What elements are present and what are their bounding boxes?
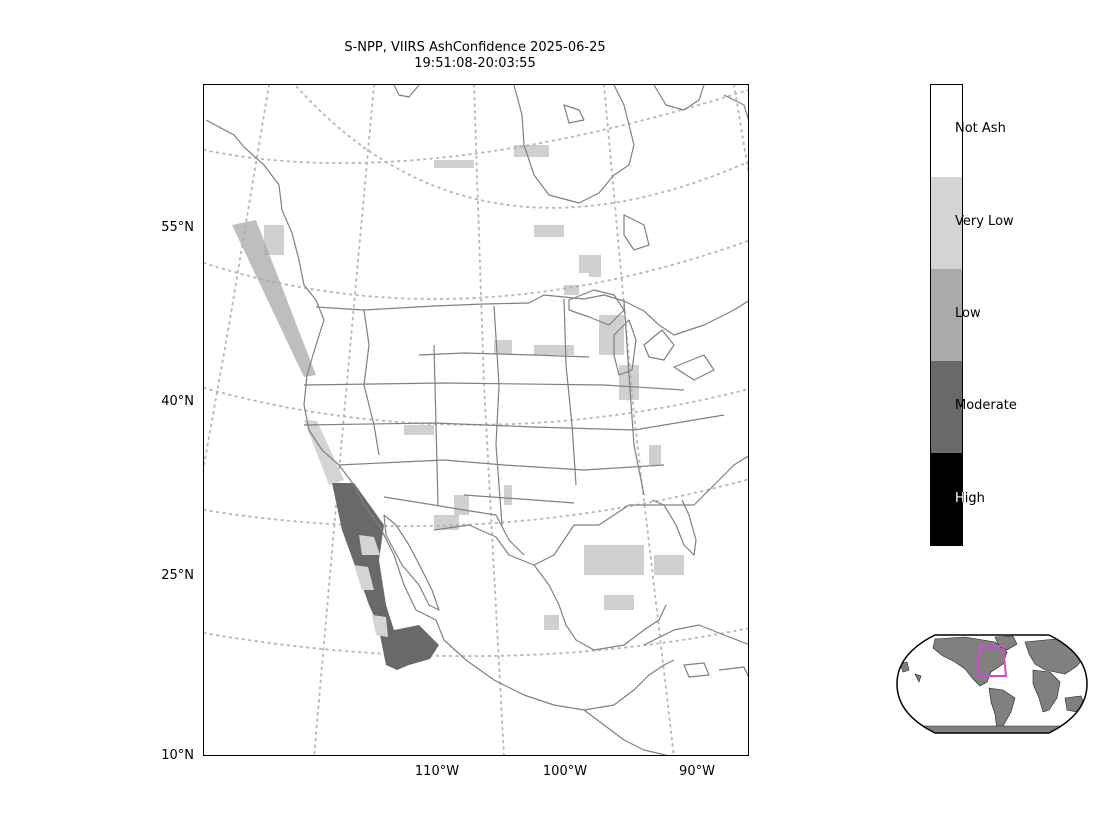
lat-label-55: 55°N (161, 220, 194, 235)
world-locator-inset (896, 634, 1088, 734)
map-title: S-NPP, VIIRS AshConfidence 2025-06-25 (344, 40, 606, 55)
ash-speckle (264, 145, 684, 630)
ash-swath (232, 220, 439, 670)
colorbar-label-not-ash: Not Ash (955, 121, 1006, 136)
lon-label-90w: 90°W (679, 764, 715, 779)
lat-label-10: 10°N (161, 748, 194, 763)
lon-label-110w: 110°W (414, 764, 460, 779)
map-panel[interactable] (203, 84, 749, 756)
colorbar-segment-not-ash (931, 85, 962, 177)
colorbar-segment-low (931, 269, 962, 361)
lat-label-25: 25°N (161, 568, 194, 583)
inset-globe-outline (896, 634, 1088, 734)
boundaries (205, 85, 748, 755)
map-canvas (204, 85, 748, 755)
colorbar-segment-high (931, 453, 962, 545)
inset-region-box (976, 645, 1008, 677)
ash-confidence-colorbar (930, 84, 963, 546)
colorbar-segment-moderate (931, 361, 962, 453)
colorbar-label-moderate: Moderate (955, 398, 1017, 413)
colorbar-label-very-low: Very Low (955, 214, 1014, 229)
colorbar-label-high: High (955, 491, 985, 506)
colorbar-segment-very-low (931, 177, 962, 269)
map-time-range: 19:51:08-20:03:55 (414, 56, 536, 71)
lat-label-40: 40°N (161, 394, 194, 409)
colorbar-label-low: Low (955, 306, 981, 321)
lon-label-100w: 100°W (542, 764, 588, 779)
graticule (204, 85, 748, 755)
